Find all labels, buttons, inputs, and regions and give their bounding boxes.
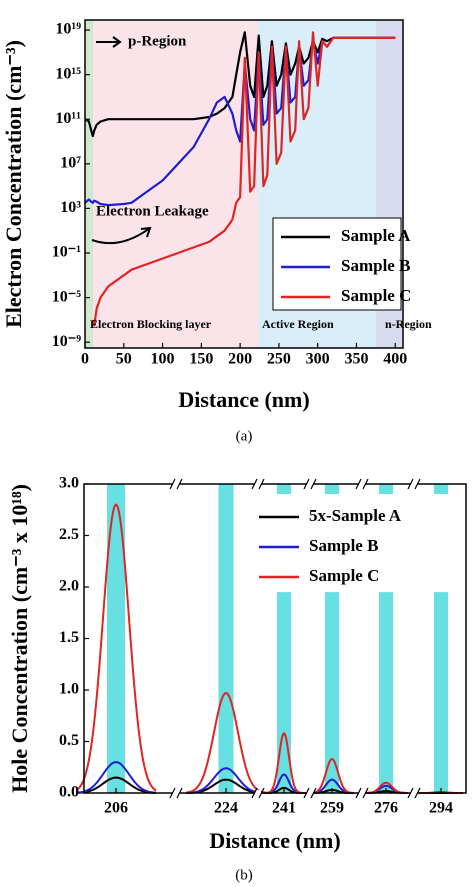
x-tick-label: 224 [214, 800, 238, 817]
chart-a: 0 50 100 150 200 250 300 350 400 10¹⁹ 10¹⁵ 10¹¹ 10⁷ 1… [1, 19, 432, 444]
y-tick-label: 10⁻⁵ [52, 288, 81, 305]
well-band [434, 484, 448, 494]
axis-break [355, 787, 369, 799]
axis-break [303, 787, 317, 799]
x-tick-label: 150 [189, 351, 213, 368]
legend-label: 5x-Sample A [309, 506, 402, 525]
legend-box [272, 217, 402, 311]
axis-break-gap [359, 481, 365, 487]
y-tick-label: 10⁷ [60, 154, 81, 171]
axis-break-gap [359, 790, 365, 796]
peak [75, 503, 157, 792]
x-axis-title: Distance (nm) [178, 387, 309, 412]
y-tick-label: 0.5 [59, 732, 79, 749]
legend-label: Sample C [309, 566, 379, 585]
annotation: p-Region [128, 33, 187, 49]
y-axis-title: Hole Concentration (cm⁻³ x 10¹⁸) [7, 484, 32, 793]
peak [309, 757, 355, 794]
y-tick-label: 10⁻⁹ [52, 333, 81, 350]
x-tick-label: 300 [306, 351, 330, 368]
caption: (a) [236, 428, 253, 444]
y-axis-title: Electron Concentration (cm⁻³) [1, 40, 26, 328]
x-tick-label: 100 [151, 351, 175, 368]
plot-frame [84, 19, 404, 349]
x-tick-label: 241 [272, 800, 296, 817]
x-tick-label: 250 [267, 351, 291, 368]
x-tick-label: 50 [116, 351, 132, 368]
p-region-band [85, 20, 93, 348]
peak [262, 731, 306, 794]
well-band [277, 484, 291, 494]
annotation: Active Region [262, 317, 334, 331]
legend-label: Sample C [341, 286, 411, 305]
y-tick-label: 1.5 [59, 629, 79, 646]
axis-break [407, 478, 421, 490]
well-band [325, 592, 339, 793]
caption: (b) [235, 867, 253, 883]
x-tick-label: 400 [383, 351, 407, 368]
axis-break-gap [173, 790, 179, 796]
axis-break-gap [255, 481, 261, 487]
axis-break-gap [411, 481, 417, 487]
data-line [91, 31, 396, 327]
y-tick-label: 2.0 [59, 578, 79, 595]
well-band [325, 484, 339, 494]
arrow [91, 226, 152, 245]
well-band [379, 592, 393, 793]
axis-break-gap [255, 790, 261, 796]
y-tick-label: 3.0 [59, 475, 79, 492]
annotation: Electron Leakage [96, 203, 209, 219]
x-tick-label: 259 [320, 800, 344, 817]
axis-break-gap [307, 790, 313, 796]
y-tick-label: 0.0 [59, 784, 79, 801]
x-tick-label: 0 [81, 351, 89, 368]
well-band [107, 484, 125, 793]
y-tick-label: 10¹¹ [55, 110, 81, 127]
annotation: n-Region [385, 317, 432, 331]
chart-b: 206 224 241 259 276 294 0.0 0.5 1.0 1.5 2.0 2.5 3.0 D… [7, 475, 467, 883]
peak [76, 761, 156, 794]
axis-break [169, 787, 183, 799]
x-tick-label: 206 [104, 800, 128, 817]
legend-label: Sample B [309, 536, 378, 555]
y-tick-label: 10³ [60, 199, 81, 216]
legend-label: Sample A [341, 226, 411, 245]
axis-break [355, 478, 369, 490]
axis-break [251, 787, 265, 799]
peak [185, 692, 267, 794]
axis-break [169, 478, 183, 490]
axis-break-gap [411, 790, 417, 796]
axis-break-gap [307, 481, 313, 487]
x-tick-label: 294 [429, 800, 453, 817]
x-tick-label: 276 [374, 800, 398, 817]
axis-break [407, 787, 421, 799]
axis-break [303, 478, 317, 490]
y-tick-label: 10¹⁹ [55, 21, 81, 38]
arrow [96, 36, 122, 48]
well-band [434, 592, 448, 793]
legend-label: Sample B [341, 256, 410, 275]
y-tick-label: 10⁻¹ [52, 244, 81, 261]
x-tick-label: 200 [228, 351, 252, 368]
annotation: Electron Blocking layer [90, 317, 212, 331]
y-tick-label: 10¹⁵ [55, 65, 81, 82]
x-tick-label: 350 [344, 351, 368, 368]
axis-break-gap [173, 481, 179, 487]
well-band [379, 484, 393, 494]
well-band [218, 484, 234, 793]
peak [186, 767, 266, 794]
peak [75, 776, 157, 794]
ebl-band [93, 20, 258, 348]
y-tick-label: 1.0 [59, 681, 79, 698]
x-axis-title: Distance (nm) [209, 828, 340, 853]
y-tick-label: 2.5 [59, 526, 79, 543]
axis-break [251, 478, 265, 490]
